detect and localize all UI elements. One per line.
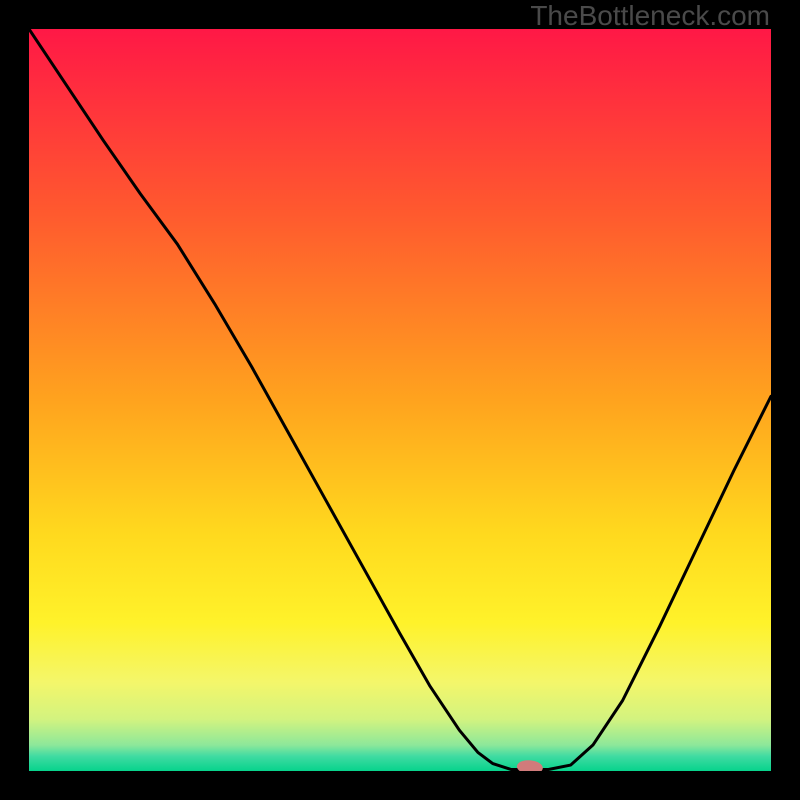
watermark-text: TheBottleneck.com: [530, 0, 770, 32]
plot-background: [29, 29, 771, 771]
bottleneck-curve: [29, 29, 771, 771]
optimum-marker: [516, 759, 543, 771]
curve-path: [29, 29, 771, 770]
chart-frame: TheBottleneck.com: [0, 0, 800, 800]
